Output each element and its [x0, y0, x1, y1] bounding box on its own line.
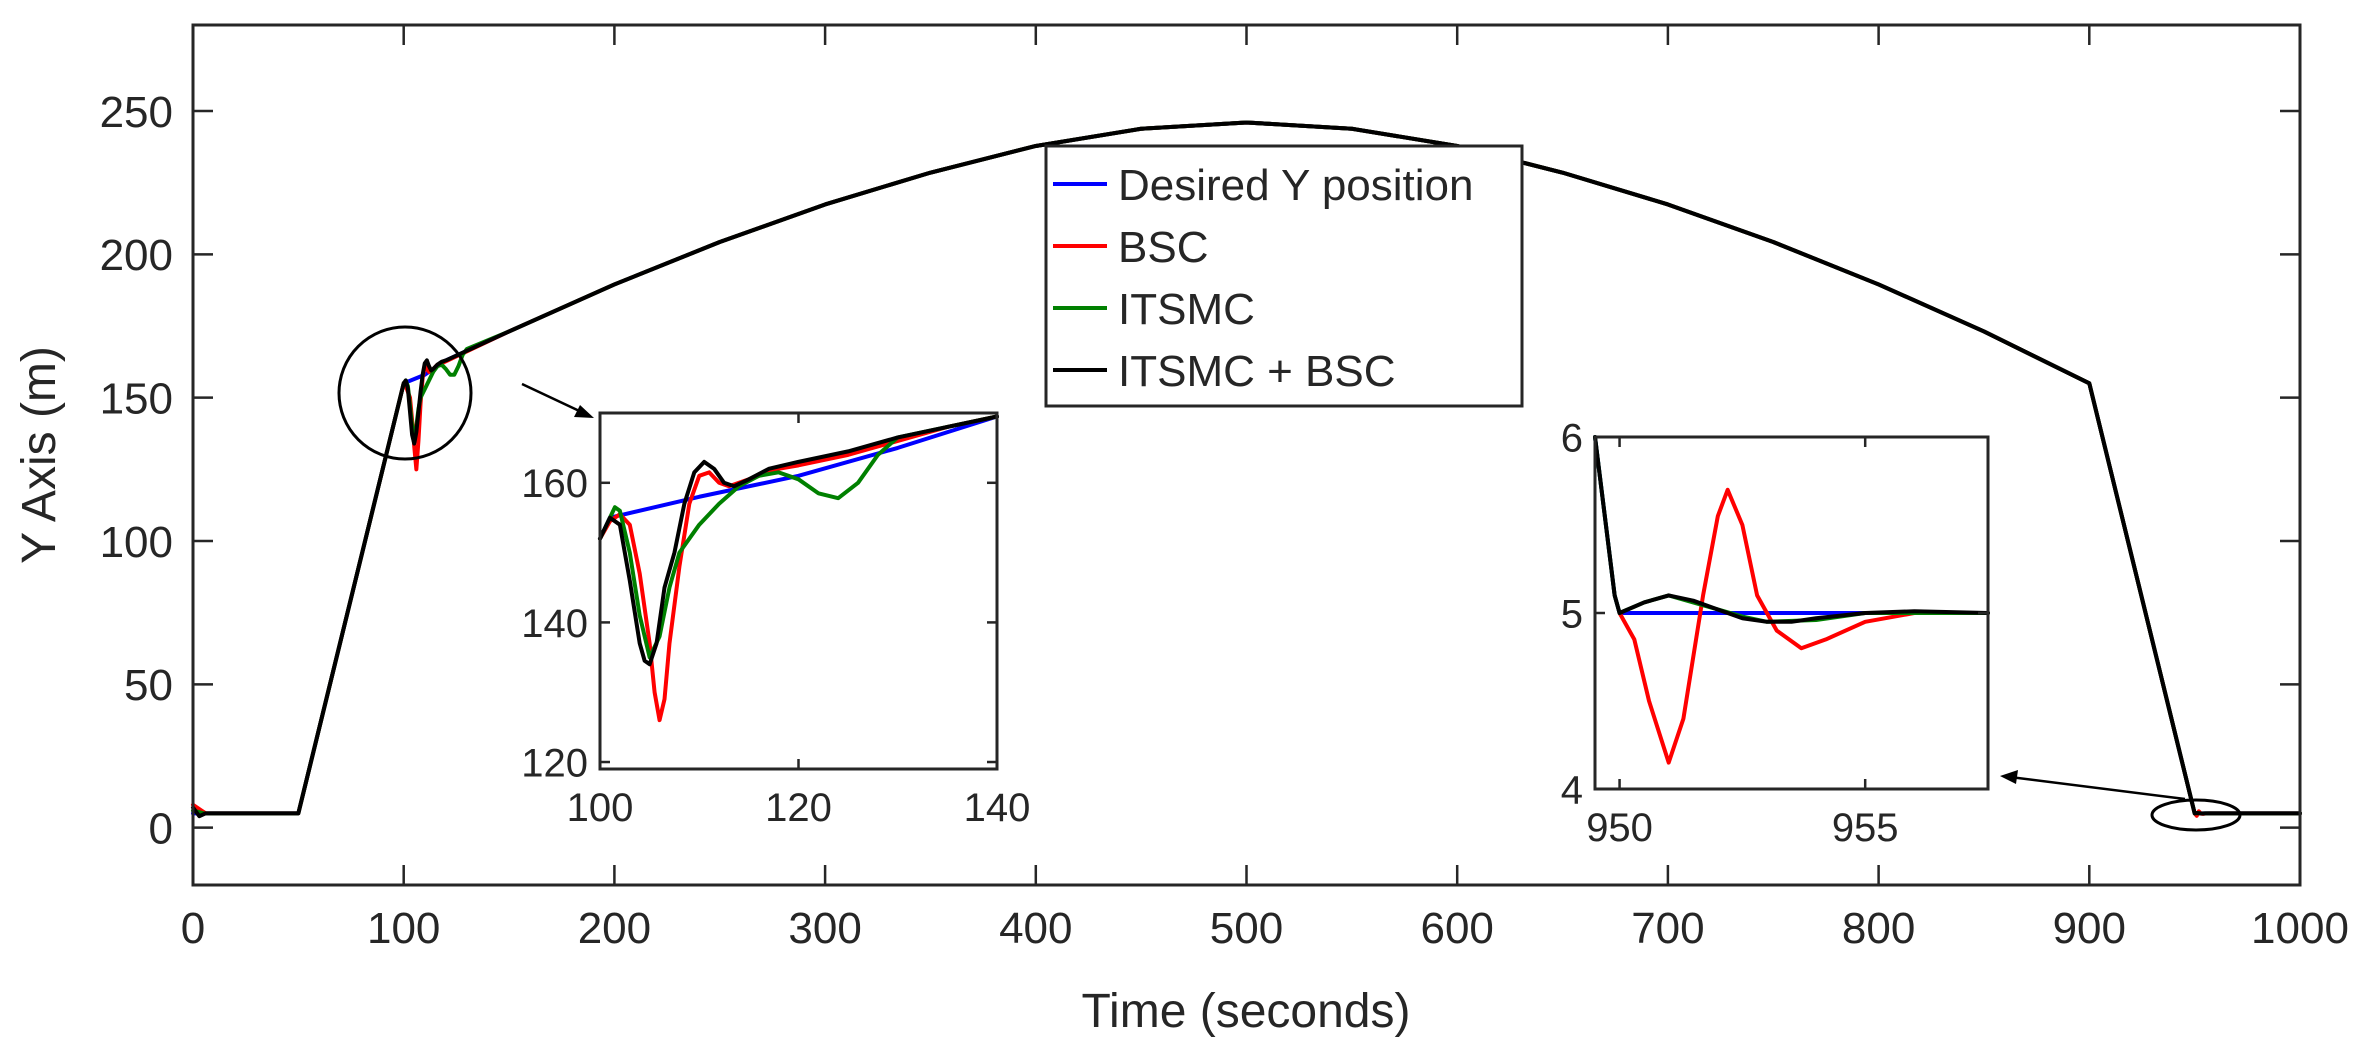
inset-right-y-tick-label: 4 — [1561, 768, 1583, 812]
inset-left-series-line-itsmc-bsc — [598, 414, 999, 667]
main-y-tick-label: 50 — [124, 661, 173, 710]
zoom-annotations — [337, 325, 2242, 832]
y-axis-label: Y Axis (m) — [13, 346, 66, 564]
main-x-tick-label: 400 — [999, 904, 1072, 953]
legend-label-desired: Desired Y position — [1118, 161, 1473, 210]
main-y-tick-label: 250 — [100, 88, 173, 137]
inset-left-y-tick-label: 160 — [521, 462, 588, 506]
inset-left-plot-area — [600, 413, 997, 769]
main-y-tick-label: 200 — [100, 231, 173, 280]
legend-label-itsmc-bsc: ITSMC + BSC — [1118, 347, 1396, 396]
inset-left-series-group — [598, 414, 999, 723]
inset-right-series-line-itsmc-bsc — [1593, 435, 1990, 624]
zoom-arrowhead-left — [574, 405, 594, 418]
inset-right-x-tick-label: 950 — [1586, 806, 1653, 850]
main-x-tick-label: 200 — [578, 904, 651, 953]
inset-left-series-line-itsmc — [598, 414, 999, 660]
zoom-arrow-right — [2009, 775, 2186, 801]
inset-left-y-tick-label: 140 — [521, 602, 588, 646]
zoom-arrowhead-right — [2000, 770, 2018, 784]
inset-right-y-tick-label: 5 — [1561, 592, 1583, 636]
legend: Desired Y position BSC ITSMC ITSMC + BSC — [1044, 144, 1524, 408]
main-x-tick-label: 800 — [1842, 904, 1915, 953]
inset-right-y-tick-label: 6 — [1561, 416, 1583, 460]
inset-left-x-ticks: 100 120 140 — [567, 413, 1031, 830]
inset-right-series-line-bsc — [1617, 487, 1990, 765]
main-x-tick-label: 500 — [1210, 904, 1283, 953]
inset-right-series-group — [1593, 435, 1990, 765]
main-y-tick-label: 150 — [100, 375, 173, 424]
inset-right-x-ticks: 950 955 — [1586, 437, 1899, 850]
legend-label-bsc: BSC — [1118, 223, 1208, 272]
inset-right-axes: 950 955 4 5 6 — [1561, 416, 1990, 850]
main-x-tick-label: 600 — [1420, 904, 1493, 953]
main-y-ticks: 0 50 100 150 200 250 — [100, 88, 2300, 854]
main-y-tick-label: 0 — [149, 805, 173, 854]
main-series-group — [191, 120, 2302, 819]
main-series-line-itsmc-bsc — [191, 120, 2302, 819]
main-x-tick-label: 700 — [1631, 904, 1704, 953]
legend-box — [1044, 144, 1524, 408]
inset-left-x-tick-label: 140 — [964, 786, 1031, 830]
inset-left-series-line-bsc — [598, 414, 999, 723]
inset-right-x-tick-label: 955 — [1832, 806, 1899, 850]
main-x-tick-label: 900 — [2053, 904, 2126, 953]
main-x-tick-label: 100 — [367, 904, 440, 953]
zoom-ellipse-right — [2150, 798, 2242, 832]
inset-left-x-tick-label: 120 — [765, 786, 832, 830]
legend-label-itsmc: ITSMC — [1118, 285, 1255, 334]
inset-right-y-ticks: 4 5 6 — [1561, 416, 1988, 812]
x-axis-label: Time (seconds) — [1082, 985, 1411, 1038]
main-x-ticks: 0 100 200 300 400 500 600 700 800 900 1000 — [181, 25, 2349, 953]
inset-left-y-ticks: 120 140 160 — [521, 462, 997, 785]
inset-left-x-tick-label: 100 — [567, 786, 634, 830]
zoom-circle-left — [337, 325, 473, 461]
main-x-tick-label: 0 — [181, 904, 205, 953]
main-x-tick-label: 300 — [788, 904, 861, 953]
inset-left-y-tick-label: 120 — [521, 741, 588, 785]
main-y-tick-label: 100 — [100, 518, 173, 567]
main-x-tick-label: 1000 — [2251, 904, 2349, 953]
